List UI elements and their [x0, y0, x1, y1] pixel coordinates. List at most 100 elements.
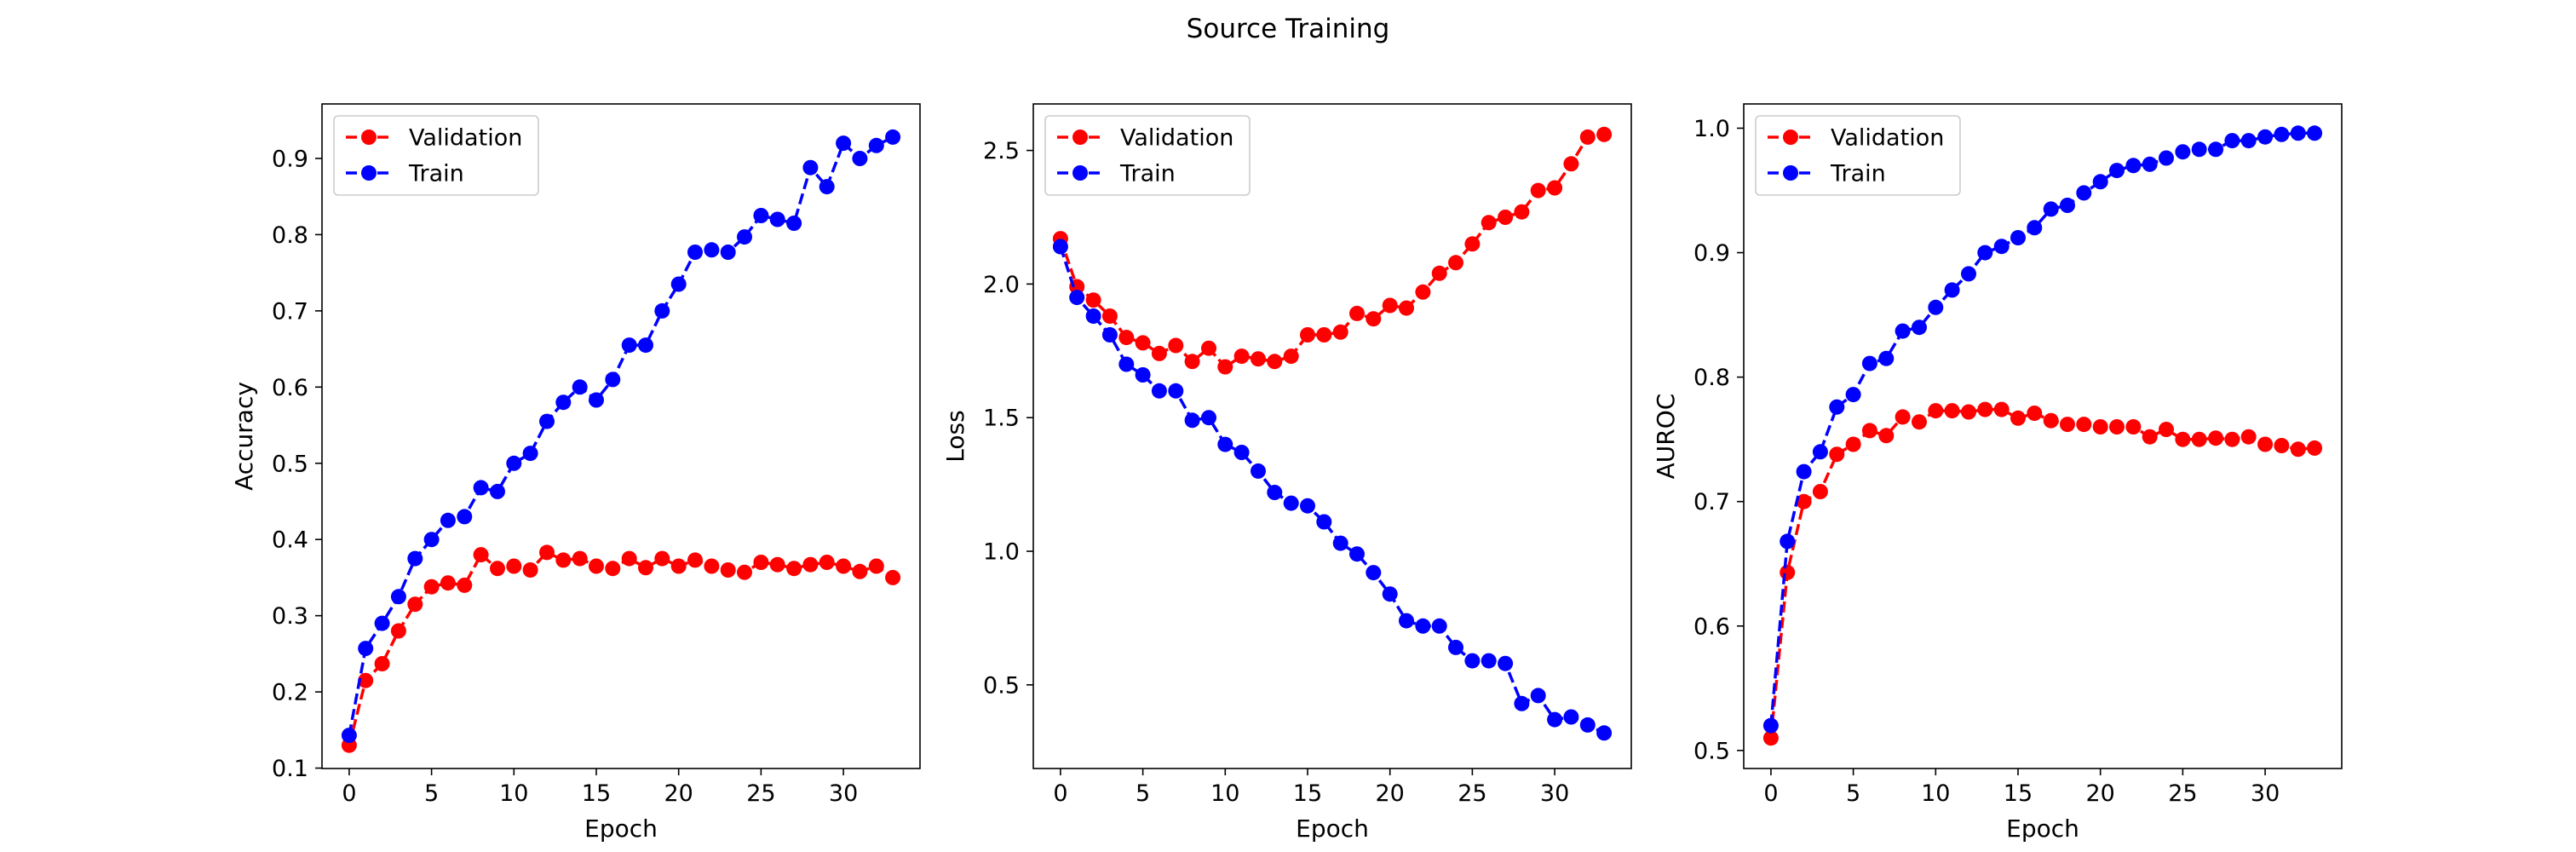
axes-frame: [1032, 103, 1632, 769]
data-point: [572, 379, 588, 395]
data-point: [490, 483, 505, 499]
data-point: [374, 656, 390, 671]
legend: Validation Train: [1755, 115, 1961, 196]
data-point: [720, 562, 736, 578]
data-point: [1085, 308, 1101, 324]
data-point: [2290, 441, 2306, 458]
data-point: [836, 558, 852, 574]
data-point: [1912, 320, 1927, 336]
data-point: [2290, 125, 2306, 141]
data-point: [1993, 239, 2010, 255]
data-point: [1316, 327, 1332, 343]
data-point: [1928, 403, 1944, 419]
legend-label-train: Train: [408, 161, 464, 187]
x-tick-label: 30: [2251, 780, 2280, 807]
data-point: [2092, 419, 2108, 435]
x-tick-label: 5: [1846, 780, 1860, 807]
data-point: [1431, 265, 1447, 281]
data-point: [2142, 156, 2158, 172]
data-point: [2274, 126, 2290, 142]
data-point: [852, 151, 868, 166]
data-point: [2109, 163, 2125, 179]
data-point: [2257, 129, 2274, 145]
data-point: [2060, 198, 2075, 213]
x-tick-label: 20: [2086, 780, 2115, 807]
data-point: [2092, 174, 2108, 190]
data-point: [423, 532, 440, 548]
data-point: [2076, 185, 2092, 201]
data-point: [1201, 340, 1216, 356]
y-tick-label: 2.0: [983, 272, 1020, 298]
y-tick-label: 1.0: [983, 539, 1020, 566]
data-point: [704, 558, 720, 574]
data-point: [539, 544, 555, 561]
data-point: [1431, 618, 1447, 634]
data-point: [1961, 266, 1976, 282]
data-point: [1895, 323, 1911, 339]
data-point: [1563, 156, 1579, 172]
data-point: [1977, 401, 1993, 417]
data-point: [1118, 330, 1135, 346]
y-tick-label: 0.2: [272, 680, 308, 706]
legend-label-validation: Validation: [1831, 125, 1944, 152]
subplot-auroc: 0 5 10 15 20 25 30 0.5 0.6 0.7 0.8 0.9 1.0 Epoch AUROC…: [1652, 103, 2343, 843]
subplots-container: 0 5 10 15 20 25 30 0.1 0.2 0.3 0.4 0.5 0.6 0.7 0.8 0.9 E…: [230, 103, 2343, 843]
data-point: [1944, 282, 1960, 298]
y-tick-label: 0.5: [1693, 738, 1730, 764]
data-point: [1448, 639, 1463, 655]
y-tick-label: 0.5: [983, 672, 1020, 699]
series-train: [341, 129, 901, 744]
data-point: [2010, 230, 2026, 245]
data-point: [2109, 419, 2125, 435]
data-point: [819, 179, 835, 195]
data-point: [1796, 463, 1812, 480]
y-tick-label: 2.5: [983, 138, 1020, 164]
data-point: [572, 550, 588, 567]
series-train: [1052, 239, 1613, 741]
data-point: [1118, 356, 1135, 372]
data-point: [1498, 655, 1514, 671]
data-point: [687, 245, 703, 260]
data-point: [1415, 618, 1431, 634]
data-point: [1366, 311, 1382, 327]
data-point: [836, 135, 852, 152]
data-point: [1217, 436, 1233, 452]
x-tick-label: 20: [1376, 780, 1405, 807]
series-line-train: [348, 135, 894, 736]
x-tick-label: 5: [424, 780, 439, 807]
data-point: [1201, 410, 1216, 426]
data-point: [440, 575, 456, 591]
data-point: [1399, 300, 1414, 316]
data-point: [1780, 533, 1796, 550]
axes-frame: [321, 103, 921, 769]
legend: Validation Train: [333, 115, 539, 196]
data-point: [2274, 438, 2290, 453]
figure-suptitle: Source Training: [1187, 14, 1390, 44]
data-point: [1283, 348, 1299, 365]
data-point: [1547, 711, 1563, 728]
data-point: [1101, 327, 1118, 343]
data-point: [1332, 535, 1348, 551]
data-point: [1993, 401, 2010, 417]
x-tick-label: 15: [2004, 780, 2033, 807]
x-tick-label: 30: [829, 780, 858, 807]
y-tick-label: 0.6: [272, 375, 308, 401]
data-point: [555, 394, 572, 411]
data-point: [1135, 367, 1151, 383]
data-point: [2159, 150, 2174, 166]
data-point: [1812, 444, 1828, 460]
data-point: [1300, 498, 1315, 514]
legend: Validation Train: [1044, 115, 1251, 196]
data-point: [1829, 399, 1845, 415]
data-point: [720, 245, 736, 260]
series-validation: [1052, 126, 1613, 375]
data-point: [2240, 133, 2257, 149]
data-point: [2191, 141, 2207, 158]
data-point: [786, 216, 802, 231]
data-point: [1415, 284, 1431, 300]
legend-marker-validation: [1783, 130, 1798, 145]
series-validation: [341, 544, 901, 753]
data-point: [868, 558, 884, 574]
series-line-train: [1769, 131, 2315, 726]
data-point: [1366, 565, 1382, 581]
